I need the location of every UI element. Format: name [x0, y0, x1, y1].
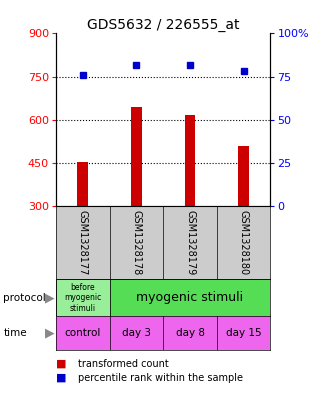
- Text: GSM1328178: GSM1328178: [132, 210, 141, 275]
- Text: percentile rank within the sample: percentile rank within the sample: [78, 373, 244, 383]
- Text: protocol: protocol: [3, 293, 46, 303]
- Text: day 8: day 8: [175, 328, 204, 338]
- Text: transformed count: transformed count: [78, 358, 169, 369]
- Text: day 3: day 3: [122, 328, 151, 338]
- Text: ▶: ▶: [45, 291, 54, 304]
- Bar: [56, 279, 109, 316]
- Text: GSM1328179: GSM1328179: [185, 210, 195, 275]
- Bar: [238, 146, 249, 206]
- Text: control: control: [65, 328, 101, 338]
- Text: day 15: day 15: [226, 328, 261, 338]
- Text: ■: ■: [56, 358, 67, 369]
- Bar: [109, 279, 270, 316]
- Text: ■: ■: [56, 373, 67, 383]
- Text: GSM1328180: GSM1328180: [239, 210, 249, 275]
- Title: GDS5632 / 226555_at: GDS5632 / 226555_at: [87, 18, 239, 32]
- Bar: [77, 162, 88, 206]
- Text: myogenic stimuli: myogenic stimuli: [136, 291, 244, 304]
- Bar: [185, 115, 195, 206]
- Text: GSM1328177: GSM1328177: [78, 210, 88, 275]
- Bar: [131, 107, 142, 206]
- Text: ▶: ▶: [45, 327, 54, 340]
- Text: time: time: [3, 328, 27, 338]
- Text: before
myogenic
stimuli: before myogenic stimuli: [64, 283, 101, 312]
